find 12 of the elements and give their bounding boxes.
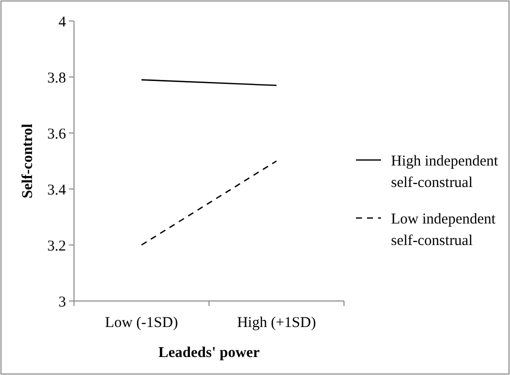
y-tick-label: 3 — [58, 294, 66, 310]
y-tick-label: 3.2 — [47, 238, 66, 254]
x-tick-label: Low (-1SD) — [105, 315, 178, 331]
y-tick-label: 4 — [58, 14, 66, 30]
legend-label: High independent self-construal — [391, 153, 499, 191]
y-tick-label: 3.8 — [47, 70, 66, 86]
y-axis-title: Self-control — [20, 124, 36, 198]
y-tick-label: 3.6 — [47, 126, 66, 142]
y-tick-label: 3.4 — [47, 182, 66, 198]
x-axis-title: Leadeds' power — [158, 345, 260, 361]
x-tick-label: High (+1SD) — [237, 315, 316, 331]
legend-label: Low independent self-construal — [391, 211, 496, 249]
